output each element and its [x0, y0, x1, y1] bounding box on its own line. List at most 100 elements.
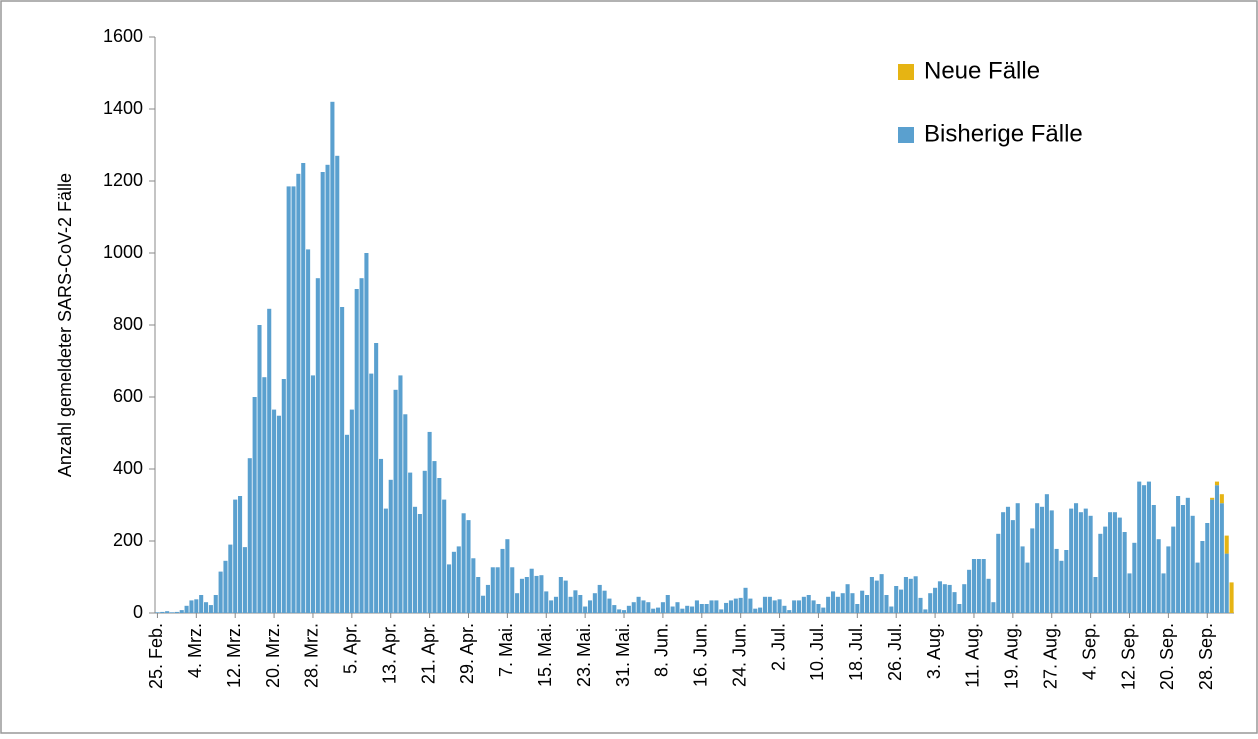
bar-segment: [952, 592, 957, 613]
bar-segment: [879, 574, 884, 613]
x-tick-label: 4. Mrz.: [185, 623, 205, 678]
bar-segment: [349, 409, 354, 613]
bar-segment: [933, 587, 938, 613]
x-tick-label: 12. Sep.: [1118, 623, 1138, 690]
bar-segment: [1108, 512, 1113, 613]
bar-segment: [1146, 481, 1151, 613]
bar-segment: [743, 587, 748, 613]
bar-segment: [262, 377, 267, 613]
bar-segment: [335, 155, 340, 614]
bar-segment: [850, 593, 855, 613]
bar-segment: [889, 606, 894, 613]
bar-segment: [481, 595, 486, 613]
bar-segment: [1054, 548, 1059, 613]
bar-segment: [228, 544, 233, 613]
bar-segment: [223, 560, 228, 613]
bar-segment: [1151, 505, 1156, 613]
bar-segment: [719, 609, 724, 613]
bar-segment: [1117, 517, 1122, 613]
bar-segment: [733, 598, 738, 613]
bar-segment: [553, 596, 559, 613]
bar-segment: [670, 606, 675, 613]
bar-segment: [748, 598, 753, 613]
x-tick-label: 20. Sep.: [1157, 623, 1177, 690]
bar-segment: [359, 278, 364, 613]
bar-segment: [393, 389, 398, 613]
bar-segment: [208, 605, 213, 613]
bar-segment: [792, 600, 797, 613]
bar-segment: [656, 607, 661, 613]
x-tick-label: 18. Jul.: [846, 623, 866, 681]
bar-segment: [874, 580, 879, 613]
bar-segment: [690, 606, 695, 613]
bar-segment: [777, 599, 782, 613]
bar-segment: [1224, 535, 1229, 554]
y-tick-label: 200: [113, 530, 143, 550]
y-tick-label: 1200: [103, 170, 143, 190]
bar-segment: [826, 596, 831, 613]
bar-segment: [913, 576, 918, 613]
bar-segment: [1069, 508, 1074, 613]
bar-segment: [1161, 573, 1166, 613]
bar-segment: [923, 609, 928, 613]
bar-segment: [865, 595, 870, 613]
bar-segment: [515, 593, 520, 613]
bar-segment: [495, 567, 500, 613]
bar-segment: [442, 499, 447, 613]
bar-segment: [296, 173, 301, 614]
y-tick-label: 600: [113, 386, 143, 406]
bar-segment: [704, 604, 709, 613]
bar-segment: [1039, 506, 1045, 613]
bar-segment: [568, 596, 573, 613]
y-tick-label: 1000: [103, 242, 143, 262]
bar-segment: [252, 397, 257, 613]
bar-segment: [160, 611, 165, 613]
bar-segment: [510, 567, 515, 613]
bar-segment: [1078, 512, 1083, 613]
bar-segment: [1142, 485, 1147, 613]
bar-segment: [165, 611, 170, 613]
bar-segment: [947, 584, 952, 613]
bar-segment: [578, 595, 583, 613]
y-tick-label: 0: [133, 602, 143, 622]
bar-segment: [340, 307, 345, 613]
bar-segment: [709, 600, 714, 613]
bar-segment: [1127, 573, 1132, 613]
bar-segment: [471, 558, 476, 613]
bar-segment: [169, 612, 175, 613]
x-tick-label: 20. Mrz.: [263, 623, 283, 688]
bar-segment: [276, 415, 281, 613]
x-tick-label: 5. Apr.: [341, 623, 361, 674]
y-tick-label: 800: [113, 314, 143, 334]
bar-segment: [845, 584, 850, 613]
bar-segment: [563, 580, 568, 613]
x-tick-label: 4. Sep.: [1079, 623, 1099, 680]
bar-segment: [301, 163, 306, 613]
bar-segment: [612, 605, 617, 613]
bar-segment: [884, 595, 889, 613]
bar-segment: [772, 600, 777, 613]
bar-segment: [447, 564, 452, 613]
bar-segment: [986, 578, 991, 613]
bar-segment: [665, 595, 670, 613]
bar-segment: [724, 602, 729, 613]
x-tick-label: 8. Jun.: [652, 623, 672, 677]
bar-segment: [621, 610, 627, 613]
bar-segment: [364, 253, 369, 613]
y-tick-label: 400: [113, 458, 143, 478]
bar-segment: [835, 596, 840, 613]
bar-segment: [432, 461, 437, 613]
bar-segment: [811, 600, 816, 613]
bar-segment: [369, 373, 374, 613]
bar-segment: [782, 605, 787, 613]
bar-segment: [1035, 503, 1040, 613]
bar-segment: [374, 343, 379, 613]
bar-segment: [1005, 506, 1011, 613]
bar-segment: [417, 514, 422, 613]
bar-segment: [544, 591, 549, 613]
bar-segment: [714, 600, 719, 613]
bar-segment: [1132, 542, 1137, 613]
bar-segment: [310, 375, 316, 613]
bar-segment: [928, 593, 933, 613]
x-tick-label: 13. Apr.: [379, 623, 399, 684]
